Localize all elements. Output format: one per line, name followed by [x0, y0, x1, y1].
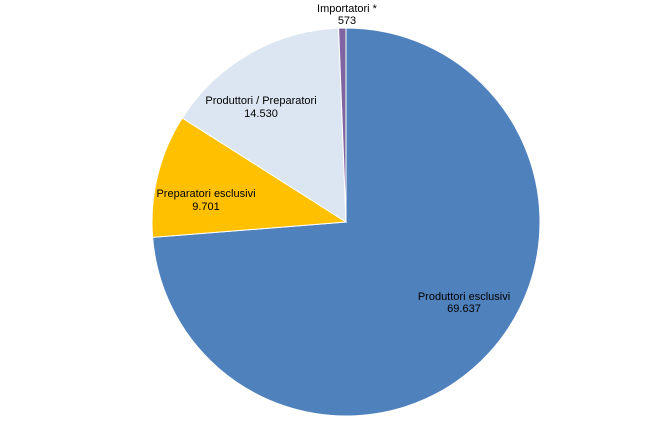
slice-value-importatori: 573	[338, 15, 356, 27]
slice-value-preparatori-esclusivi: 9.701	[192, 201, 220, 213]
pie-slice-importatori	[338, 27, 347, 223]
slice-label-importatori: Importatori *	[317, 3, 378, 15]
pie-slices	[151, 27, 541, 417]
slice-label-produttori-esclusivi: Produttori esclusivi	[418, 291, 510, 303]
slice-value-produttori-esclusivi: 69.637	[447, 303, 481, 315]
pie-slice-produttori-preparatori	[181, 27, 347, 223]
slice-label-preparatori-esclusivi: Preparatori esclusivi	[156, 188, 255, 200]
slice-label-produttori-preparatori: Produttori / Preparatori	[205, 95, 316, 107]
slice-value-produttori-preparatori: 14.530	[244, 108, 278, 120]
pie-slice-preparatori-esclusivi	[151, 117, 348, 238]
